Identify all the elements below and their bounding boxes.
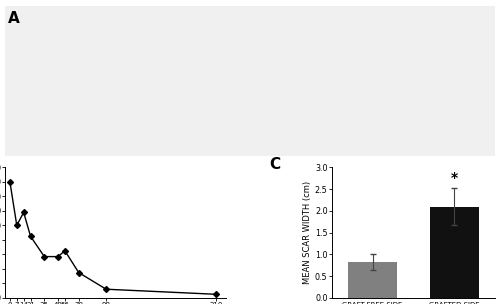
Y-axis label: MEAN SCAR WIDTH (cm): MEAN SCAR WIDTH (cm) bbox=[303, 181, 312, 284]
Text: A: A bbox=[8, 11, 19, 26]
Text: C: C bbox=[270, 157, 280, 172]
Bar bbox=[348, 262, 397, 298]
Text: *: * bbox=[450, 171, 458, 185]
Bar bbox=[430, 206, 478, 298]
